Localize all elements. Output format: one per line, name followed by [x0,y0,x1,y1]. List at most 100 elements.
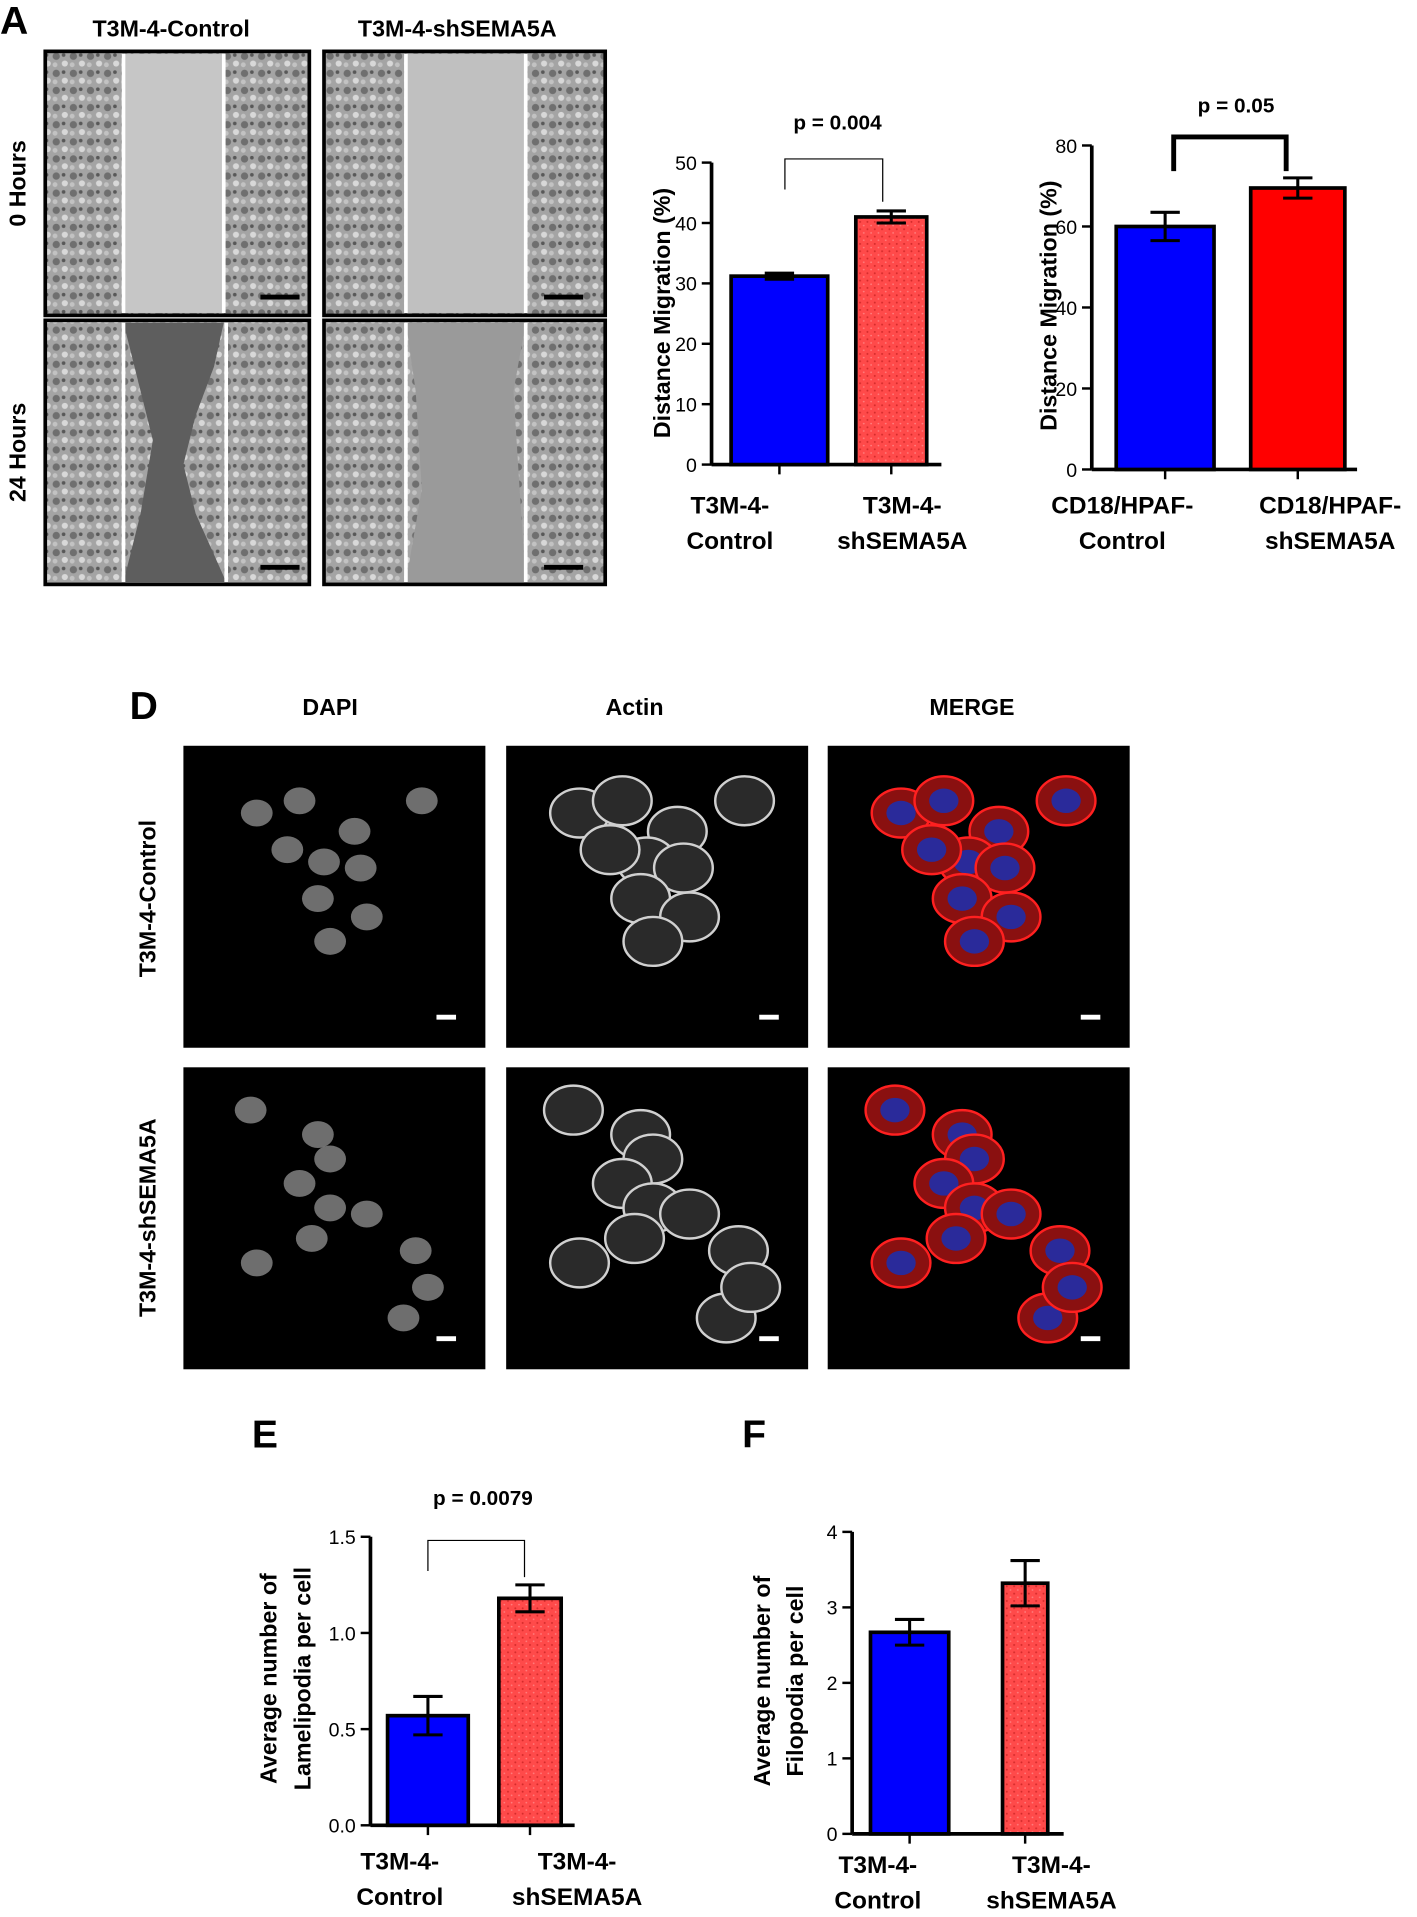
bar [868,1630,951,1836]
x-tick-label-line: T3M-4- [360,1848,439,1875]
nucleus [399,1237,432,1265]
bar [853,215,929,467]
nucleus [283,1170,316,1197]
nucleus [916,837,947,862]
bar [1248,186,1347,472]
nucleus [314,1194,347,1222]
scale-bars [260,294,584,570]
y-tick-label: 0.0 [329,1816,356,1838]
micrographs-d [183,745,1130,1370]
panel-letter: A [0,0,28,43]
annotation: p = 0.004 [793,112,882,135]
cell [591,775,653,827]
wound-gap [123,53,224,313]
y-tick-label: 1.5 [329,1527,356,1549]
column-label: Actin [606,694,664,720]
x-tick-label-line: Control [1079,528,1166,555]
x-tick-label-line: T3M-4- [863,492,942,519]
nucleus [412,1273,444,1301]
x-tick-label: T3M-4- Control [834,1852,921,1914]
x-tick-label-line: Control [356,1884,443,1911]
wound-gap [123,322,227,582]
nucleus [301,1121,334,1148]
column-label: T3M-4-shSEMA5A [358,16,557,42]
column-label: T3M-4-Control [92,16,249,42]
y-tick-label: 60 [1055,217,1077,239]
annotation: p = 0.0079 [433,1487,533,1510]
panel-letter: D [130,685,158,728]
nucleus [1051,788,1081,814]
wound-gap [405,53,526,313]
nucleus [283,787,316,815]
y-tick-label: 30 [675,274,697,296]
column-label: DAPI [302,694,357,720]
nucleus [947,886,977,911]
x-tick-label: T3M-4- shSEMA5A [986,1852,1116,1914]
nucleus [959,1146,990,1172]
y-tick-label: 20 [675,334,697,356]
wound-gap [405,322,526,582]
nucleus [271,836,304,864]
y-tick-label: 20 [1055,379,1077,401]
cell [658,1188,721,1240]
nucleus [350,903,383,931]
y-tick-label: 0.5 [329,1719,356,1741]
nucleus [1033,1305,1063,1331]
x-tick-label-line: shSEMA5A [986,1887,1116,1914]
column-label: MERGE [929,694,1014,720]
y-tick-label: 10 [675,395,697,417]
y-tick-label: 4 [827,1522,838,1544]
x-tick-label-line: Control [686,528,773,555]
y-tick-label: 2 [827,1673,838,1695]
row-label: 24 Hours [5,403,31,502]
bar [1000,1581,1050,1836]
x-tick-label: CD18/HPAF-shSEMA5A [1259,492,1401,554]
nucleus [941,1226,971,1251]
panel-letter: F [742,1414,766,1457]
y-tick-label: 80 [1055,136,1077,158]
micrographs-a [43,49,608,587]
y-axis-title: Distance Migration (%) [1035,181,1061,431]
x-tick-label-line: shSEMA5A [837,528,967,555]
x-tick-label-line: T3M-4- [538,1848,617,1875]
cell [622,915,684,968]
x-tick-label: T3M-4- Control [356,1848,443,1910]
annotation: p = 0.05 [1198,94,1275,117]
y-tick-label: 1.0 [329,1623,356,1645]
nucleus [996,1201,1026,1227]
significance-bracket [1171,134,1289,172]
row-label: T3M-4-Control [134,820,160,977]
nucleus [1045,1238,1075,1263]
y-tick-label: 40 [1055,298,1077,320]
y-axis-title: Average number of [255,1573,281,1784]
nucleus [886,1250,916,1276]
significance-bracket [784,158,884,202]
cell [603,1212,666,1265]
nucleus [1057,1275,1087,1300]
nucleus [240,1249,273,1277]
cell [548,1237,611,1289]
nucleus [984,819,1014,844]
y-tick-label: 40 [675,213,697,235]
x-tick-label: T3M-4- Control [686,492,773,554]
cell [579,824,641,876]
x-tick-label: CD18/HPAF- Control [1051,492,1193,554]
nucleus [301,885,334,913]
nucleus [929,788,959,814]
nucleus [880,1097,910,1123]
y-axis-title: Distance Migration (%) [649,188,675,438]
x-tick-label: T3M-4- shSEMA5A [512,1848,642,1910]
nucleus [405,787,438,815]
nucleus [338,817,371,845]
panel-letter: E [252,1414,278,1457]
x-tick-label-line: shSEMA5A [1265,528,1395,555]
row-label: T3M-4-shSEMA5A [134,1118,160,1317]
bar [729,274,830,467]
x-tick-label-line: T3M-4- [691,492,770,519]
y-tick-label: 0 [686,455,697,477]
bar [496,1596,564,1828]
x-tick-label-line: Control [834,1887,921,1914]
nucleus [996,904,1026,930]
y-axis-title: Lamelipodia per cell [290,1567,316,1790]
bar [1114,224,1216,472]
